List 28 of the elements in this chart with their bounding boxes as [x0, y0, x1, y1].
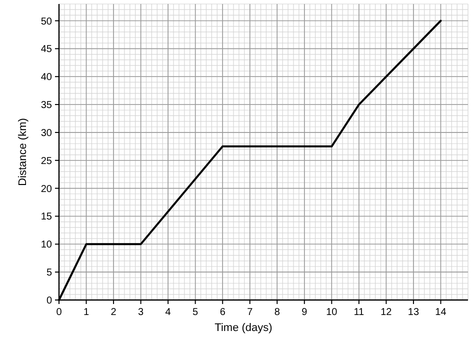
x-tick-label: 13 — [408, 307, 420, 318]
y-tick-label: 10 — [40, 240, 52, 251]
x-tick-label: 1 — [83, 307, 90, 318]
y-tick-label: 20 — [40, 184, 52, 195]
y-tick-label: 15 — [40, 212, 52, 223]
y-tick-label: 25 — [40, 156, 52, 167]
x-tick-label: 5 — [192, 307, 199, 318]
y-tick-label: 0 — [46, 296, 52, 306]
y-tick-label: 45 — [40, 44, 52, 56]
x-tick-label: 14 — [435, 307, 447, 318]
x-axis-title: Time (days) — [214, 322, 272, 334]
y-tick-label: 5 — [46, 268, 52, 279]
x-tick-label: 6 — [220, 307, 226, 318]
x-tick-label: 0 — [56, 307, 62, 318]
y-tick-label: 50 — [40, 16, 52, 28]
x-tick-label: 2 — [110, 307, 117, 318]
x-tick-label: 10 — [326, 307, 338, 318]
x-tick-label: 8 — [274, 307, 280, 318]
y-tick-label: 35 — [40, 100, 52, 112]
x-tick-label: 11 — [354, 307, 365, 318]
x-tick-label: 3 — [138, 307, 144, 318]
y-tick-label: 40 — [40, 72, 52, 84]
y-axis-title: Distance (km) — [17, 118, 29, 186]
x-tick-label: 12 — [380, 307, 392, 318]
x-tick-label: 9 — [302, 307, 308, 318]
x-tick-label: 7 — [247, 307, 254, 318]
y-tick-label: 30 — [40, 128, 52, 139]
x-tick-label: 4 — [165, 307, 172, 318]
